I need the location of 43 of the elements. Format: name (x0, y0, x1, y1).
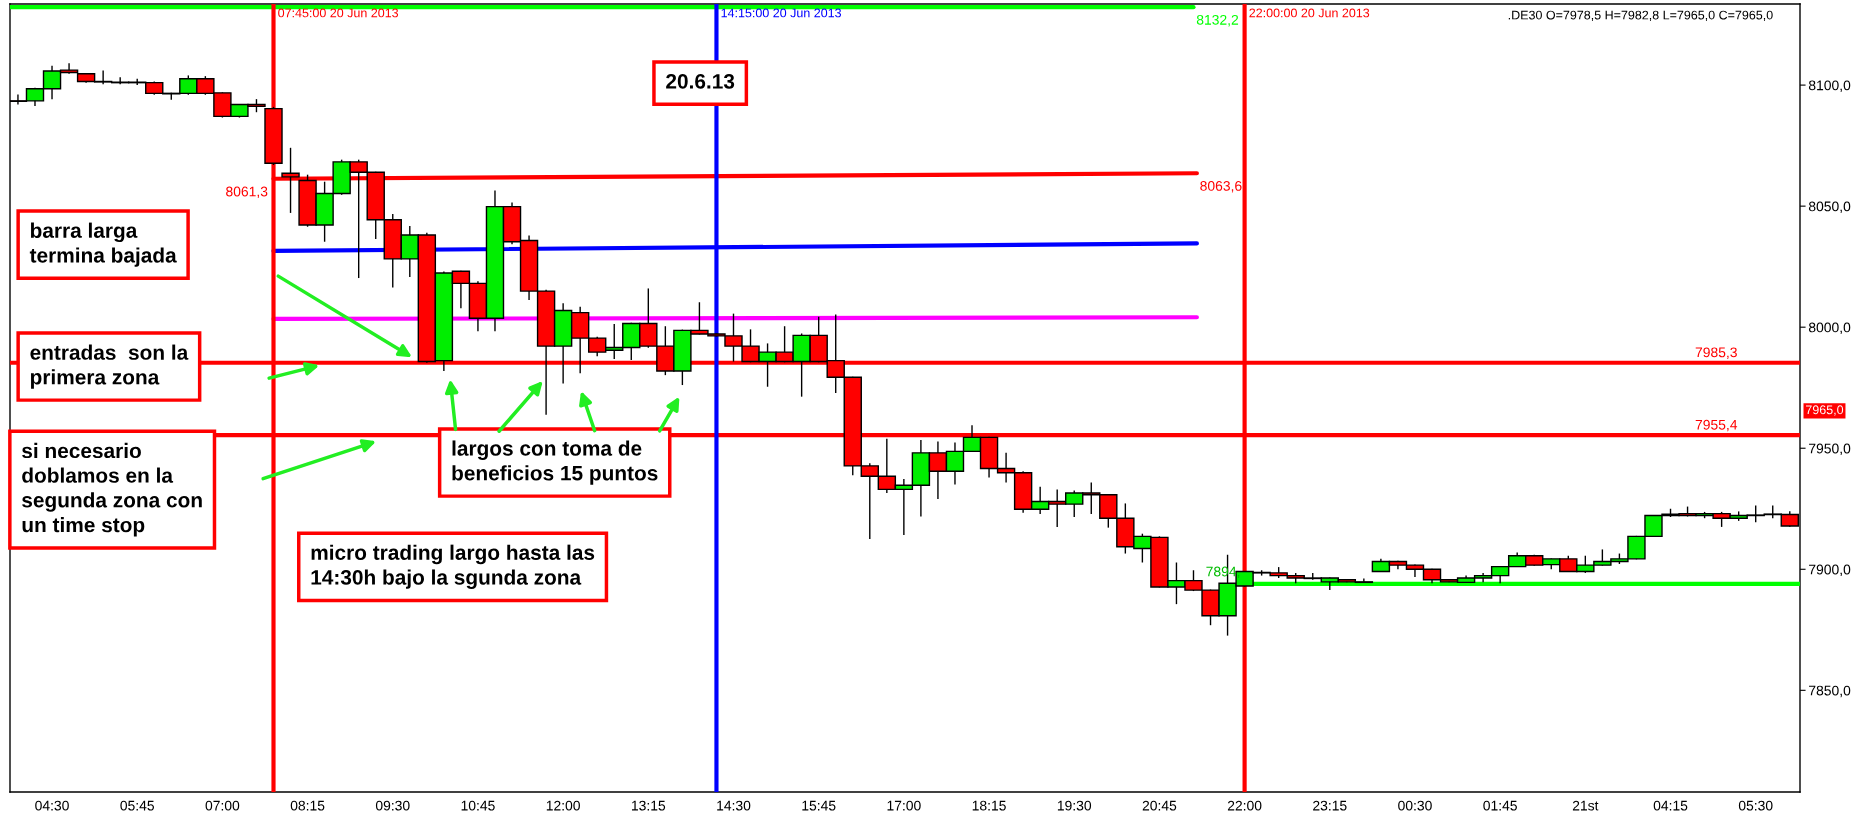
annotation: barra larga termina bajada (29, 222, 177, 267)
x-tick-label: 05:30 (1738, 800, 1773, 811)
y-tick-label: 7950,0 (1809, 443, 1851, 456)
x-tick-label: 15:45 (802, 800, 836, 811)
x-tick-label: 19:30 (1057, 800, 1092, 811)
annotation: si necesario doblamos en la segunda zona con un time stop (22, 442, 202, 537)
annotation: 8132,2 (1196, 14, 1239, 27)
annotation: .DE30 O=7978,5 H=7982,8 L=7965,0 C=7965,0 (1508, 10, 1773, 21)
x-tick-label: 23:15 (1313, 800, 1347, 811)
x-tick-label: 13:15 (631, 800, 666, 811)
y-tick-label: 8000,0 (1808, 322, 1851, 334)
annotation: entradas son la primera zona (30, 344, 189, 389)
x-tick-label: 01:45 (1483, 800, 1517, 811)
ref-line-label: 07:45:00 20 Jun 2013 (278, 8, 399, 18)
ref-line-label: 7985,3 (1695, 347, 1737, 359)
y-tick-label: 8050,0 (1808, 201, 1851, 213)
ref-line-label: 22:00:00 20 Jun 2013 (1249, 8, 1370, 18)
x-tick-label: 07:00 (205, 800, 240, 811)
x-tick-label: 04:15 (1653, 800, 1688, 811)
y-tick-label: 8100,0 (1808, 80, 1851, 92)
y-tick-label: 7900,0 (1809, 564, 1851, 577)
annotation: 8063,6 (1200, 181, 1242, 193)
text: 7965,0 (1806, 405, 1844, 416)
x-tick-label: 18:15 (972, 800, 1006, 811)
annotation: largos con toma de beneficios 15 puntos (452, 440, 658, 485)
x-tick-label: 00:30 (1398, 800, 1432, 811)
x-tick-label: 12:00 (546, 800, 580, 811)
x-tick-label: 14:30 (717, 800, 751, 811)
annotation: micro trading largo hasta las 14:30h bajo la sgunda zona (311, 544, 595, 589)
x-tick-label: 22:00 (1227, 800, 1262, 811)
y-tick-label: 7850,0 (1809, 685, 1851, 698)
x-tick-label: 08:15 (290, 800, 325, 811)
ref-line-label: 14:15:00 20 Jun 2013 (721, 8, 842, 18)
x-tick-label: 09:30 (375, 800, 410, 811)
x-tick-label: 17:00 (887, 800, 921, 811)
x-tick-label: 10:45 (461, 800, 495, 811)
x-tick-label: 04:30 (35, 800, 69, 811)
annotation: 8061,3 (226, 186, 268, 199)
annotation: 20.6.13 (666, 73, 735, 89)
x-tick-label: 21st (1572, 800, 1599, 811)
x-tick-label: 05:45 (120, 800, 155, 811)
x-tick-label: 20:45 (1142, 800, 1177, 811)
ref-line-label: 7955,4 (1695, 419, 1738, 432)
